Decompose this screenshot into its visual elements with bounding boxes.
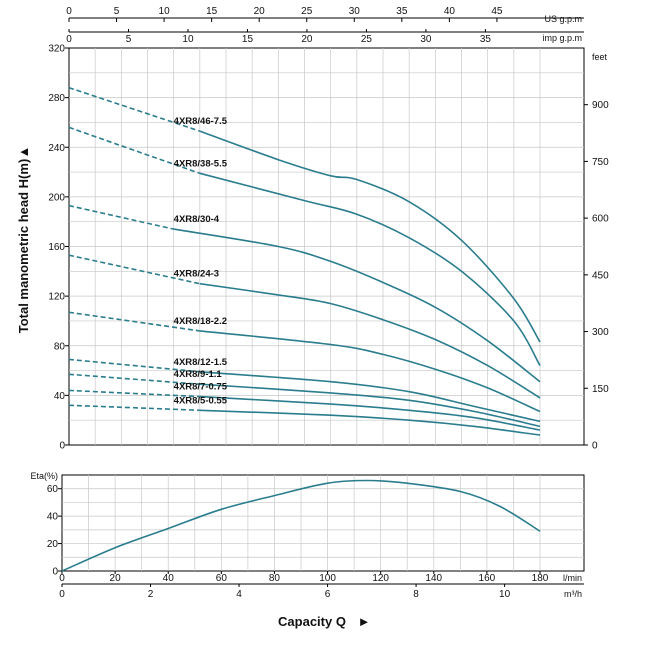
curve-dashed-segment [68,86,201,132]
m3h-tick-label: 10 [499,589,511,600]
curve-solid-segment [199,383,541,428]
y-tick-label: 320 [48,44,65,55]
feet-tick-label: 450 [592,270,609,281]
y-tick-label: 200 [48,192,65,203]
us-gpm-tick-label: 45 [491,6,503,17]
imp-gpm-tick-label: 0 [66,34,72,45]
curve-dashed-segment [68,404,200,412]
lmin-tick-label: 40 [163,573,175,584]
curve-label: 4XR8/18-2.2 [174,316,227,327]
feet-tick-label: 600 [592,214,609,225]
m3h-tick-label: 2 [148,589,154,600]
y-tick-label: 160 [48,242,65,253]
us-gpm-tick-label: 20 [254,6,266,17]
curve-label: 4XR8/24-3 [174,269,219,280]
feet-tick-label: 0 [592,441,598,452]
eff-y-tick-label: 0 [52,567,58,578]
eff-y-tick-label: 60 [47,484,59,495]
curve-label: 4XR8/46-7.5 [174,116,228,127]
imp-gpm-tick-label: 5 [126,34,132,45]
eff-y-title: Eta(%) [30,471,58,481]
m3h-tick-label: 6 [325,589,331,600]
y-tick-label: 120 [48,292,65,303]
m3h-tick-label: 4 [236,589,242,600]
curve-solid-segment [199,282,541,399]
curve-label: 4XR8/12-1.5 [174,357,228,368]
y-axis-arrow: ▲ [16,146,31,159]
imp-gpm-unit: imp g.p.m [542,33,582,43]
imp-gpm-tick-label: 20 [301,34,313,45]
curve-dashed-segment [68,373,200,385]
curve-label: 4XR8/9-1.1 [174,369,223,380]
curve-dashed-segment [68,358,200,373]
lmin-tick-label: 0 [59,573,65,584]
us-gpm-tick-label: 25 [301,6,313,17]
m3h-tick-label: 0 [59,589,65,600]
curve-dashed-segment [68,126,201,175]
feet-tick-label: 300 [592,327,609,338]
curve-solid-segment [199,172,541,367]
eff-y-tick-label: 40 [47,512,59,523]
us-gpm-tick-label: 5 [114,6,120,17]
curve-dashed-segment [68,204,174,230]
lmin-tick-label: 160 [479,573,496,584]
eff-y-tick-label: 20 [47,539,59,550]
curve-solid-segment [173,228,541,383]
us-gpm-unit: US g.p.m [544,14,582,24]
curve-label: 4XR8/7-0.75 [174,382,228,393]
us-gpm-tick-label: 15 [206,6,218,17]
us-gpm-tick-label: 35 [396,6,408,17]
imp-gpm-tick-label: 25 [361,34,373,45]
us-gpm-tick-label: 30 [349,6,361,17]
lmin-tick-label: 80 [269,573,281,584]
curve-label: 4XR8/38-5.5 [174,158,228,169]
curve-solid-segment [199,330,541,413]
curve-dashed-segment [68,254,200,285]
lmin-tick-label: 60 [216,573,228,584]
lmin-tick-label: 140 [425,573,442,584]
y-tick-label: 240 [48,143,65,154]
feet-tick-label: 900 [592,100,609,111]
lmin-unit: l/min [563,573,582,583]
y-tick-label: 80 [54,341,66,352]
us-gpm-tick-label: 40 [444,6,456,17]
eff-plot-frame [61,474,585,572]
curve-dashed-segment [68,311,200,332]
us-gpm-tick-label: 10 [159,6,171,17]
feet-tick-label: 750 [592,157,609,168]
lmin-tick-label: 100 [319,573,336,584]
curve-solid-segment [199,395,541,431]
efficiency-curve-line [61,479,541,572]
imp-gpm-tick-label: 10 [182,34,194,45]
feet-tick-label: 150 [592,384,609,395]
curve-solid-segment [199,130,541,343]
lmin-tick-label: 180 [532,573,549,584]
curve-solid-segment [199,409,541,436]
y-axis-title: Total manometric head H(m) [16,159,31,334]
y-tick-label: 280 [48,93,65,104]
y-tick-label: 40 [54,391,66,402]
y-tick-label: 0 [59,441,65,452]
curve-solid-segment [199,371,541,423]
x-axis-arrow: ► [358,614,371,629]
curve-label: 4XR8/5-0.55 [174,395,228,406]
m3h-unit: m³/h [564,589,582,599]
m3h-tick-label: 8 [413,589,419,600]
x-axis-title: Capacity Q [278,614,346,629]
imp-gpm-tick-label: 30 [420,34,432,45]
feet-axis-unit: feet [592,52,608,62]
imp-gpm-tick-label: 15 [242,34,254,45]
imp-gpm-tick-label: 35 [480,34,492,45]
curve-dashed-segment [68,389,200,398]
lmin-tick-label: 120 [372,573,389,584]
curve-label: 4XR8/30-4 [174,214,220,225]
us-gpm-tick-label: 0 [66,6,72,17]
lmin-tick-label: 20 [110,573,122,584]
